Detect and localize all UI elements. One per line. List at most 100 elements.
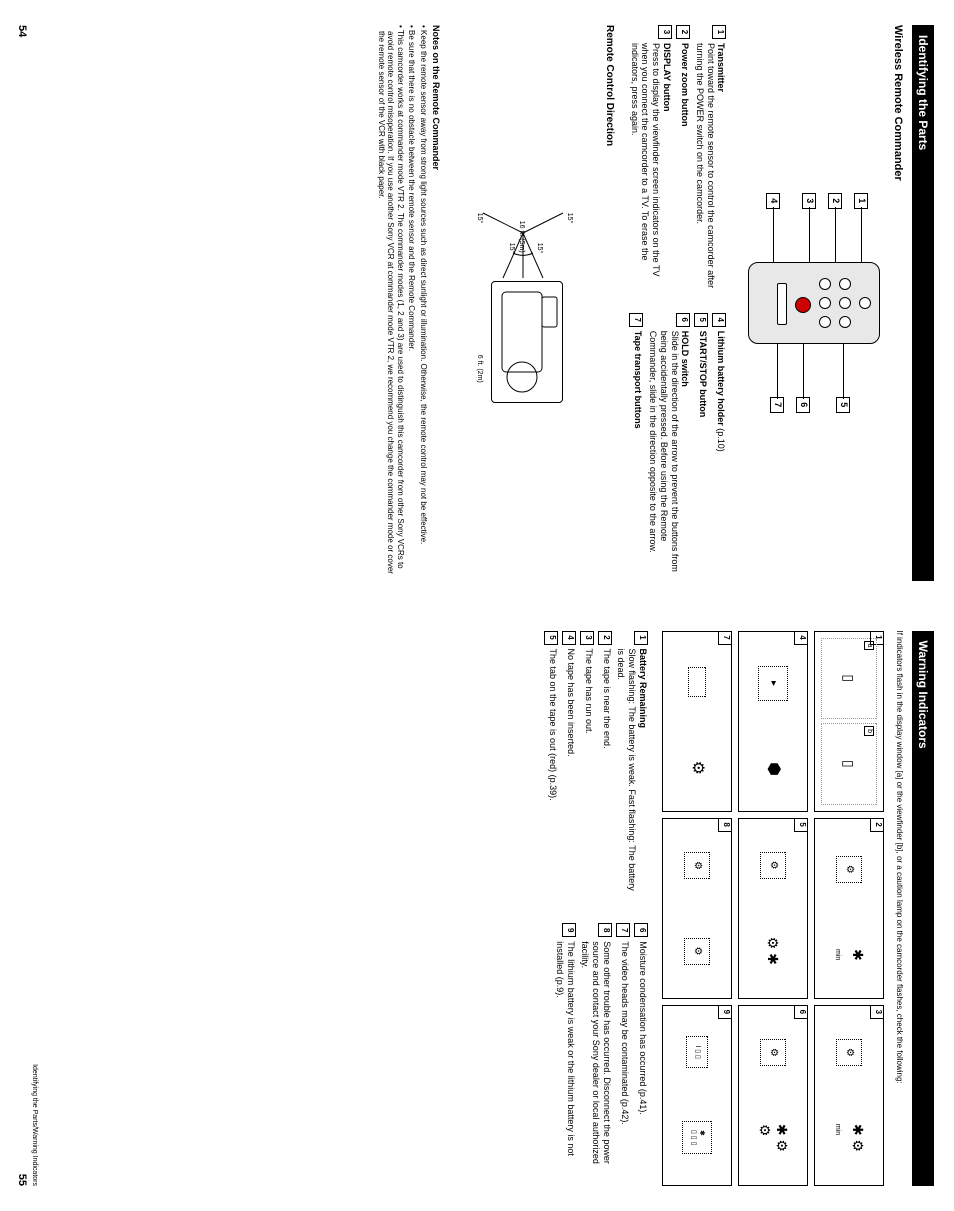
footer-tab: Identifying the Parts/Warning Indicators	[30, 1064, 38, 1186]
wb-content: ⚙ ✱ ⚙min	[819, 1010, 879, 1181]
warning-box: 1 a ▯ b ▯	[814, 631, 884, 812]
item: 6 HOLD switchSlide in the direction of t…	[647, 313, 690, 581]
item-text: Lithium battery holder (p.10)	[712, 331, 726, 581]
callout-num: 7	[770, 397, 784, 413]
callout-line	[809, 207, 810, 263]
dotted-icon: ⚙	[684, 938, 710, 965]
wb-num: 2	[870, 818, 884, 832]
cassette-icon: ⬢	[763, 762, 782, 776]
item-text: Moisture condensation has occurred (p.41…	[634, 941, 648, 1186]
remote-btn	[819, 278, 831, 290]
wb-content: ⚙	[667, 636, 727, 807]
wb-num: 4	[794, 631, 808, 645]
camcorder-diagram: 15° 15° 15° 15° 16 ft. (5m) 6 ft. (2m)	[453, 163, 593, 443]
callout-line	[803, 343, 804, 399]
wb-num: 8	[718, 818, 732, 832]
remote-btn	[839, 297, 851, 309]
warning-box: 9 I ▯ ▯ ✱▯ ▯ ▯	[662, 1005, 732, 1186]
callout-line	[773, 207, 774, 263]
direction-title: Remote Control Direction	[603, 25, 615, 581]
item-text: The tape is near the end.	[598, 649, 612, 894]
right-col: 4 Lithium battery holder (p.10) 5 START/…	[625, 313, 731, 581]
item-num: 3	[658, 25, 672, 39]
item-text: Tape transport buttons	[629, 331, 643, 581]
wb-content: I ▯ ▯ ✱▯ ▯ ▯	[667, 1010, 727, 1181]
item-num: 5	[544, 631, 558, 645]
item-text: START/STOP button	[694, 331, 708, 581]
callout-line	[861, 207, 862, 263]
item-columns: 1 TransmitterPoint toward the remote sen…	[625, 25, 731, 581]
angle-diagram: 15° 15° 15° 15° 16 ft. (5m)	[473, 183, 573, 283]
item-num: 5	[694, 313, 708, 327]
section-title: Wireless Remote Commander	[890, 25, 903, 581]
wb-content: ⚙ ✱min	[819, 823, 879, 994]
callout-line	[835, 207, 836, 263]
dotted-icon	[688, 667, 706, 697]
desc-item: 8 Some other trouble has occurred. Disco…	[580, 923, 612, 1186]
wb-num: 6	[794, 1005, 808, 1019]
warning-box: 7 ⚙	[662, 631, 732, 812]
dotted-icon: I ▯ ▯	[686, 1036, 708, 1068]
item-num: 6	[676, 313, 690, 327]
note-item: • Keep the remote sensor away from stron…	[418, 25, 428, 581]
wb-content: ⚙ ⚙	[667, 823, 727, 994]
item-num: 1	[712, 25, 726, 39]
dotted-icon: ⚙	[836, 856, 862, 883]
item: 3 DISPLAY buttonPress to display the vie…	[629, 25, 672, 293]
wb-num: 3	[870, 1005, 884, 1019]
dotted-icon: ▸	[758, 666, 788, 701]
right-page: Warning Indicators If indicators flash i…	[0, 606, 954, 1211]
desc-item: 4 No tape has been inserted.	[562, 631, 576, 894]
desc-item: 2 The tape is near the end.	[598, 631, 612, 894]
item-num: 7	[629, 313, 643, 327]
desc-right-col: 6 Moisture condensation has occurred (p.…	[540, 923, 652, 1186]
battery-icon: ▯	[841, 674, 858, 682]
distance-label: 6 ft. (2m)	[474, 355, 482, 383]
desc-item: 3 The tape has run out.	[580, 631, 594, 894]
warning-box: 5 ⚙ ⚙ ✱	[738, 818, 808, 999]
warning-box: 2 ⚙ ✱min	[814, 818, 884, 999]
remote-btn	[819, 316, 831, 328]
item-text: The tab on the tape is out (red) (p.39).	[544, 649, 558, 894]
dotted-icon: ⚙	[684, 852, 710, 879]
warning-box: 6 ⚙ ✱ ⚙⚙	[738, 1005, 808, 1186]
remote-transmitter	[859, 297, 871, 309]
header-right: Warning Indicators	[912, 631, 934, 1187]
item-text: DISPLAY buttonPress to display the viewf…	[629, 43, 672, 293]
wb-half-a: a ▯	[821, 638, 877, 720]
angle-label: 15°	[534, 243, 542, 254]
item: 5 START/STOP button	[694, 313, 708, 581]
dotted-icon: ⚙	[836, 1039, 862, 1066]
warning-box: 3 ⚙ ✱ ⚙min	[814, 1005, 884, 1186]
remote-btn	[839, 316, 851, 328]
wb-label-b: b	[864, 726, 874, 736]
item-num: 9	[562, 923, 576, 937]
distance-label: 16 ft. (5m)	[516, 221, 524, 253]
item-text: TransmitterPoint toward the remote senso…	[694, 43, 726, 293]
item-text: Battery RemainingSlow flashing: The batt…	[616, 649, 648, 894]
warning-grid: 1 a ▯ b ▯ 2 ⚙ ✱min	[662, 631, 884, 1187]
item-num: 8	[598, 923, 612, 937]
item: 4 Lithium battery holder (p.10)	[712, 313, 726, 581]
left-page: Identifying the Parts Wireless Remote Co…	[0, 0, 954, 606]
wb-half-b: b ▯	[821, 723, 877, 805]
desc-left-col: 1 Battery RemainingSlow flashing: The ba…	[540, 631, 652, 894]
angle-label: 15°	[506, 243, 514, 254]
flash-icon: ✱ ⚙min	[832, 1124, 866, 1152]
desc-item: 9 The lithium battery is weak or the lit…	[554, 923, 576, 1186]
remote-diagram: 1 2 3 4 5 6 7	[740, 193, 880, 413]
desc-item: 6 Moisture condensation has occurred (p.…	[634, 923, 648, 1186]
note-item: • This camcorder works at commander mode…	[376, 25, 405, 581]
item-text: The lithium battery is weak or the lithi…	[554, 941, 576, 1186]
remote-btn	[839, 278, 851, 290]
item-num: 1	[634, 631, 648, 645]
desc-item: 7 The video heads may be contaminated (p…	[616, 923, 630, 1186]
dotted-icon: ✱▯ ▯ ▯	[682, 1121, 713, 1154]
callout-num: 5	[836, 397, 850, 413]
dotted-icon: ⚙	[760, 1039, 786, 1066]
wb-num: 7	[718, 631, 732, 645]
item-num: 4	[712, 313, 726, 327]
wb-num: 9	[718, 1005, 732, 1019]
item-num: 2	[598, 631, 612, 645]
callout-line	[843, 343, 844, 399]
